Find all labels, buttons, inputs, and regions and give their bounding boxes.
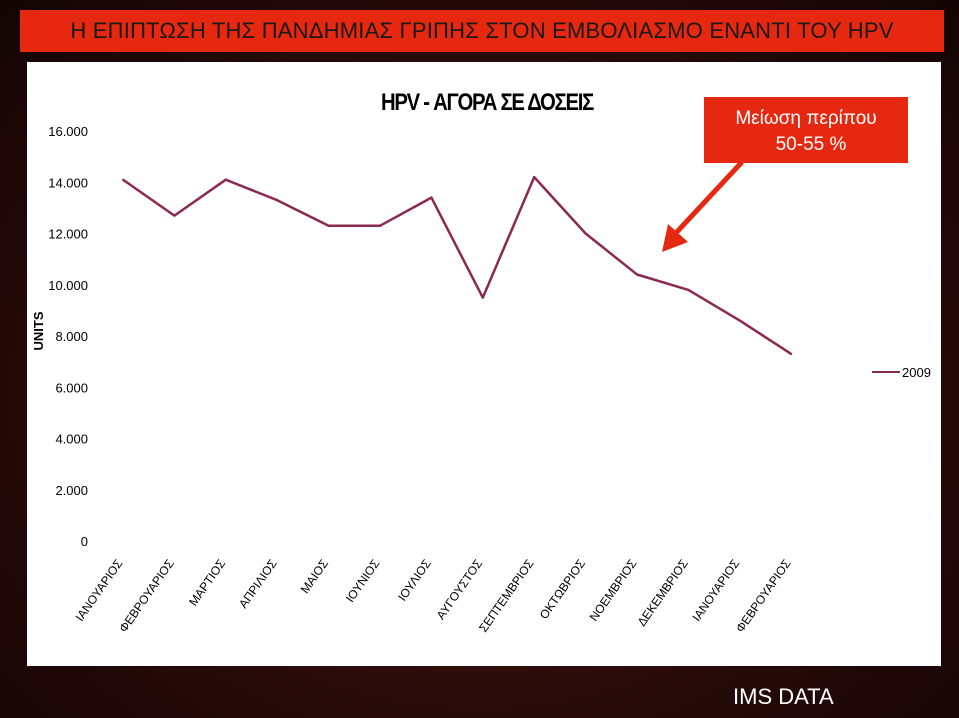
y-tick-label: 12.000 — [48, 227, 88, 242]
x-tick-label: ΙΑΝΟΥΑΡΙΟΣ — [73, 557, 126, 624]
y-axis-label: UNITS — [31, 311, 46, 350]
chart-title: HPV - ΑΓΟΡΑ ΣΕ ΔΟΣΕΙΣ — [381, 89, 594, 116]
x-tick-label: ΜΑΡΤΙΟΣ — [186, 557, 228, 609]
y-tick-label: 16.000 — [48, 124, 88, 139]
y-axis-ticks: 0 2.000 4.000 6.000 8.000 10.000 12.000 14.000 1… — [48, 124, 88, 549]
slide-title-bar: Η ΕΠΙΠΤΩΣΗ ΤΗΣ ΠΑΝΔΗΜΙΑΣ ΓΡΙΠΗΣ ΣΤΟΝ ΕΜΒ… — [20, 10, 944, 52]
legend: 2009 — [872, 365, 931, 380]
x-tick-label: ΦΕΒΡΟΥΑΡΙΟΣ — [733, 557, 794, 635]
annotation-line-1: Μείωση περίπου — [735, 108, 877, 129]
x-tick-label: ΑΥΓΟΥΣΤΟΣ — [434, 557, 486, 622]
data-point — [276, 199, 279, 202]
arrow-head — [662, 224, 688, 252]
annotation-line-2: 50-55 % — [775, 134, 847, 155]
x-tick-label: ΦΕΒΡΟΥΑΡΙΟΣ — [116, 557, 177, 635]
x-tick-label: ΝΟΕΜΒΡΙΟΣ — [587, 557, 640, 624]
arrow-shaft — [672, 160, 744, 237]
data-point — [636, 273, 638, 276]
data-point — [584, 232, 587, 235]
x-tick-label: ΟΚΤΩΒΡΙΟΣ — [537, 557, 588, 622]
y-tick-label: 2.000 — [55, 483, 88, 498]
x-tick-label: ΙΟΥΝΙΟΣ — [343, 557, 383, 605]
slide-title: Η ΕΠΙΠΤΩΣΗ ΤΗΣ ΠΑΝΔΗΜΙΑΣ ΓΡΙΠΗΣ ΣΤΟΝ ΕΜΒ… — [70, 18, 894, 43]
series-group — [122, 175, 793, 355]
data-point — [481, 296, 484, 299]
x-tick-label: ΣΕΠΤΕΜΒΡΙΟΣ — [476, 557, 537, 635]
source-label: IMS DATA — [733, 684, 834, 709]
legend-label: 2009 — [902, 365, 931, 380]
data-point — [224, 178, 227, 181]
x-tick-label: ΔΕΚΕΜΒΡΙΟΣ — [635, 557, 691, 629]
data-point — [790, 352, 793, 355]
y-tick-label: 4.000 — [55, 432, 88, 447]
x-tick-label: ΜΑΙΟΣ — [298, 557, 331, 596]
annotation-arrow — [662, 160, 744, 252]
data-point — [327, 224, 330, 227]
y-tick-label: 14.000 — [48, 175, 88, 190]
x-tick-label: ΙΟΥΛΙΟΣ — [395, 557, 434, 604]
annotation-box: Μείωση περίπου 50-55 % — [704, 97, 908, 163]
data-point — [533, 176, 536, 179]
y-tick-label: 8.000 — [55, 329, 88, 344]
data-point — [687, 288, 690, 291]
y-tick-label: 10.000 — [48, 278, 88, 293]
series-line-2009 — [122, 175, 792, 355]
data-point — [173, 214, 176, 217]
x-tick-label: ΙΑΝΟΥΑΡΙΟΣ — [689, 557, 742, 624]
data-point — [738, 319, 741, 322]
y-tick-label: 0 — [81, 534, 88, 549]
data-point — [379, 224, 381, 227]
data-point — [430, 196, 433, 199]
x-tick-label: ΑΠΡΙΛΙΟΣ — [236, 557, 280, 611]
data-point — [122, 178, 124, 181]
y-tick-label: 6.000 — [55, 380, 88, 395]
